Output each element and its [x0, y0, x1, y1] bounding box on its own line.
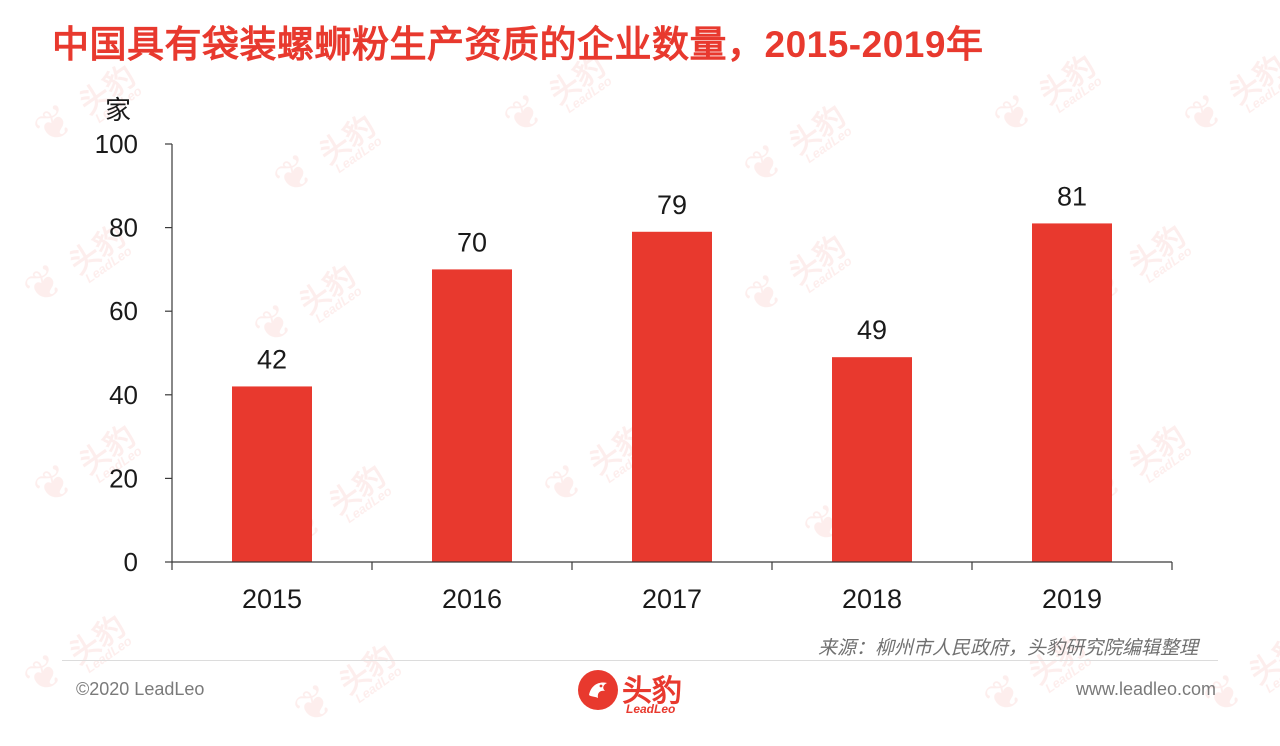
page-title: 中国具有袋装螺蛳粉生产资质的企业数量，2015-2019年	[52, 24, 984, 65]
y-tick-label: 80	[109, 213, 138, 243]
y-tick-label: 60	[109, 296, 138, 326]
data-label-2016: 70	[457, 227, 487, 257]
leadleo-logo: 头豹 LeadLeo	[578, 664, 718, 718]
logo-text-cn: 头豹	[622, 675, 682, 708]
y-tick-label: 40	[109, 380, 138, 410]
leopard-logo-icon	[578, 670, 618, 710]
y-tick-label: 0	[124, 547, 138, 577]
bar-2017	[632, 231, 712, 562]
y-axis-title: 家	[105, 96, 131, 126]
data-label-2019: 81	[1057, 181, 1087, 211]
logo-text-en: LeadLeo	[626, 702, 676, 716]
website-url: www.leadleo.com	[1075, 679, 1216, 699]
bar-2018	[832, 357, 912, 562]
bar-2015	[232, 386, 312, 562]
x-tick-label-2016: 2016	[442, 584, 502, 614]
y-tick-label: 20	[109, 463, 138, 493]
x-tick-label-2017: 2017	[642, 584, 702, 614]
x-tick-label-2015: 2015	[242, 584, 302, 614]
x-tick-label-2018: 2018	[842, 584, 902, 614]
source-note: 来源：柳州市人民政府，头豹研究院编辑整理	[817, 638, 1198, 659]
bar-2019	[1032, 223, 1112, 563]
x-tick-label-2019: 2019	[1042, 584, 1102, 614]
bar-2016	[432, 269, 512, 562]
footer-divider	[62, 660, 1218, 661]
y-tick-label: 100	[95, 129, 138, 159]
copyright-text: ©2020 LeadLeo	[76, 679, 205, 699]
data-label-2017: 79	[657, 190, 687, 220]
data-label-2015: 42	[257, 344, 287, 374]
data-label-2018: 49	[857, 315, 887, 345]
